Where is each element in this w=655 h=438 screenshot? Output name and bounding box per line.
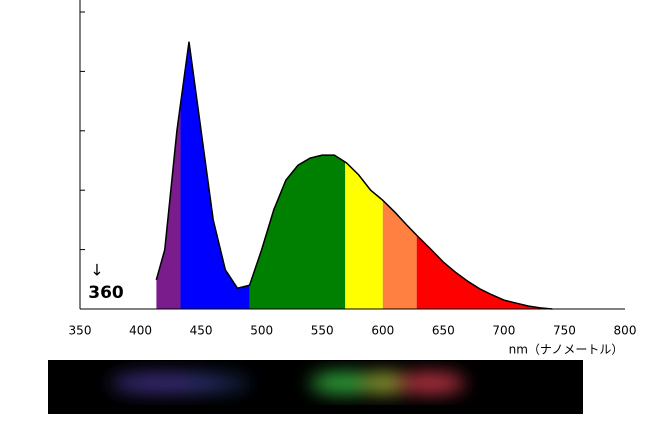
x-tick-label: 800	[614, 324, 637, 338]
color-band	[180, 41, 250, 309]
x-tick-label: 750	[553, 324, 576, 338]
annotation-label: 360	[88, 283, 124, 303]
plot-area: 350 400 450 500 550 600 650 700 750 800	[69, 0, 637, 338]
spectrum-curve	[155, 41, 553, 310]
x-tick-label: 400	[129, 324, 152, 338]
color-band	[345, 41, 383, 309]
strip-glow	[110, 372, 465, 394]
x-tick-label: 550	[311, 324, 334, 338]
color-band	[382, 41, 417, 309]
x-tick-label: 450	[190, 324, 213, 338]
x-axis-label: nm（ナノメートル）	[509, 343, 624, 357]
x-tick-label: 600	[371, 324, 394, 338]
x-tick-label: 700	[492, 324, 515, 338]
x-tick-label: 350	[69, 324, 92, 338]
band-group	[156, 41, 553, 309]
x-tick-label: 650	[432, 324, 455, 338]
color-band	[156, 41, 181, 309]
x-tick-label: 500	[250, 324, 273, 338]
spectrum-strip	[48, 360, 583, 414]
color-band	[416, 41, 553, 309]
annotation-arrow: ↓	[90, 261, 103, 280]
